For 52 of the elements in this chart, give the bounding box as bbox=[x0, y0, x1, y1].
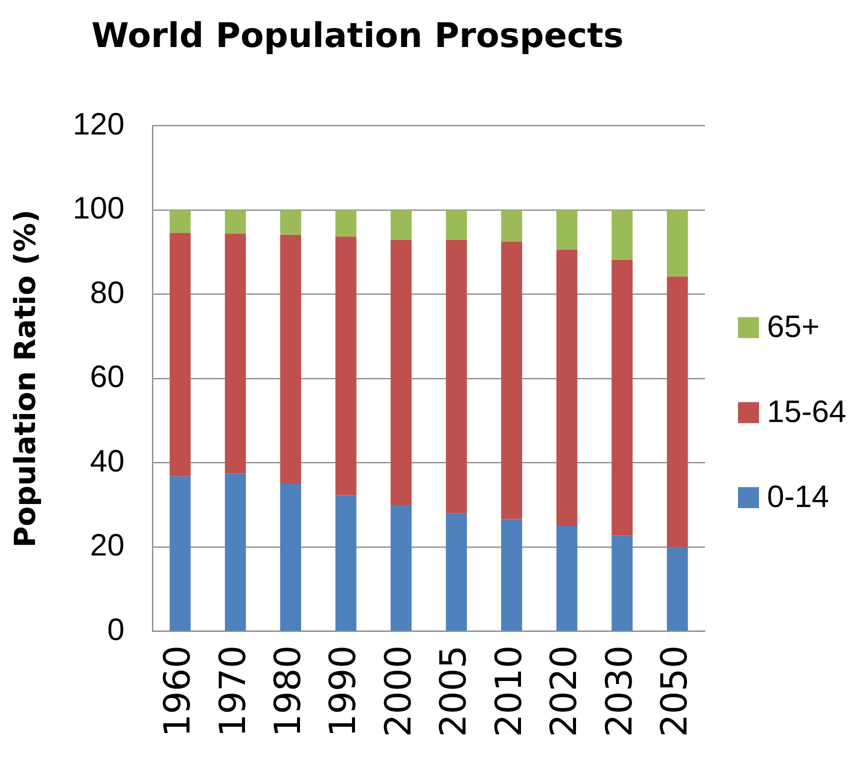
bar bbox=[666, 210, 688, 277]
bar bbox=[612, 210, 633, 260]
legend-label: 65+ bbox=[767, 309, 820, 344]
bar bbox=[612, 536, 633, 631]
bar bbox=[390, 240, 412, 505]
bar bbox=[556, 250, 578, 526]
bar bbox=[280, 484, 302, 631]
y-tick-label: 80 bbox=[90, 274, 125, 310]
bar bbox=[390, 504, 412, 631]
bar bbox=[556, 210, 578, 250]
y-tick-label: 100 bbox=[72, 190, 125, 226]
x-tick-label: 1970 bbox=[212, 645, 254, 738]
bar bbox=[666, 276, 688, 548]
y-tick-label: 60 bbox=[90, 359, 125, 394]
x-tick-label: 1960 bbox=[158, 645, 199, 738]
bar bbox=[224, 474, 246, 631]
x-tick-label: 2000 bbox=[378, 645, 420, 738]
x-tick-label: 2030 bbox=[599, 645, 640, 738]
bar bbox=[335, 236, 356, 496]
x-tick-label: 2020 bbox=[544, 645, 586, 738]
x-tick-label: 2010 bbox=[488, 645, 530, 738]
x-tick-label: 2005 bbox=[434, 645, 475, 738]
bar bbox=[501, 242, 522, 520]
bar bbox=[280, 234, 302, 484]
y-axis-title: Population Ratio (%) bbox=[8, 210, 42, 548]
bar bbox=[170, 210, 191, 233]
legend-label: 0-14 bbox=[767, 479, 830, 514]
bar bbox=[556, 526, 578, 631]
bar bbox=[446, 210, 467, 240]
x-tick-label: 2050 bbox=[654, 645, 696, 738]
y-tick-label: 40 bbox=[90, 443, 125, 478]
x-tick-label: 1980 bbox=[268, 645, 309, 738]
bar bbox=[501, 210, 522, 242]
bar bbox=[612, 260, 633, 536]
y-tick-label: 0 bbox=[107, 612, 125, 647]
y-tick-label: 120 bbox=[72, 106, 125, 142]
bar bbox=[224, 234, 246, 474]
bar bbox=[335, 495, 356, 631]
bar bbox=[501, 519, 522, 631]
bar bbox=[666, 547, 688, 631]
bar bbox=[224, 210, 246, 234]
bar bbox=[280, 210, 302, 235]
x-tick-label: 1990 bbox=[323, 645, 364, 738]
y-tick-label: 20 bbox=[90, 528, 125, 563]
bar bbox=[335, 210, 356, 237]
bar bbox=[170, 476, 191, 631]
chart-title: World Population Prospects bbox=[91, 16, 624, 56]
bar bbox=[446, 240, 467, 514]
legend-label: 15-64 bbox=[767, 394, 846, 430]
bar bbox=[390, 210, 412, 240]
bar bbox=[446, 513, 467, 631]
bar bbox=[170, 232, 191, 476]
